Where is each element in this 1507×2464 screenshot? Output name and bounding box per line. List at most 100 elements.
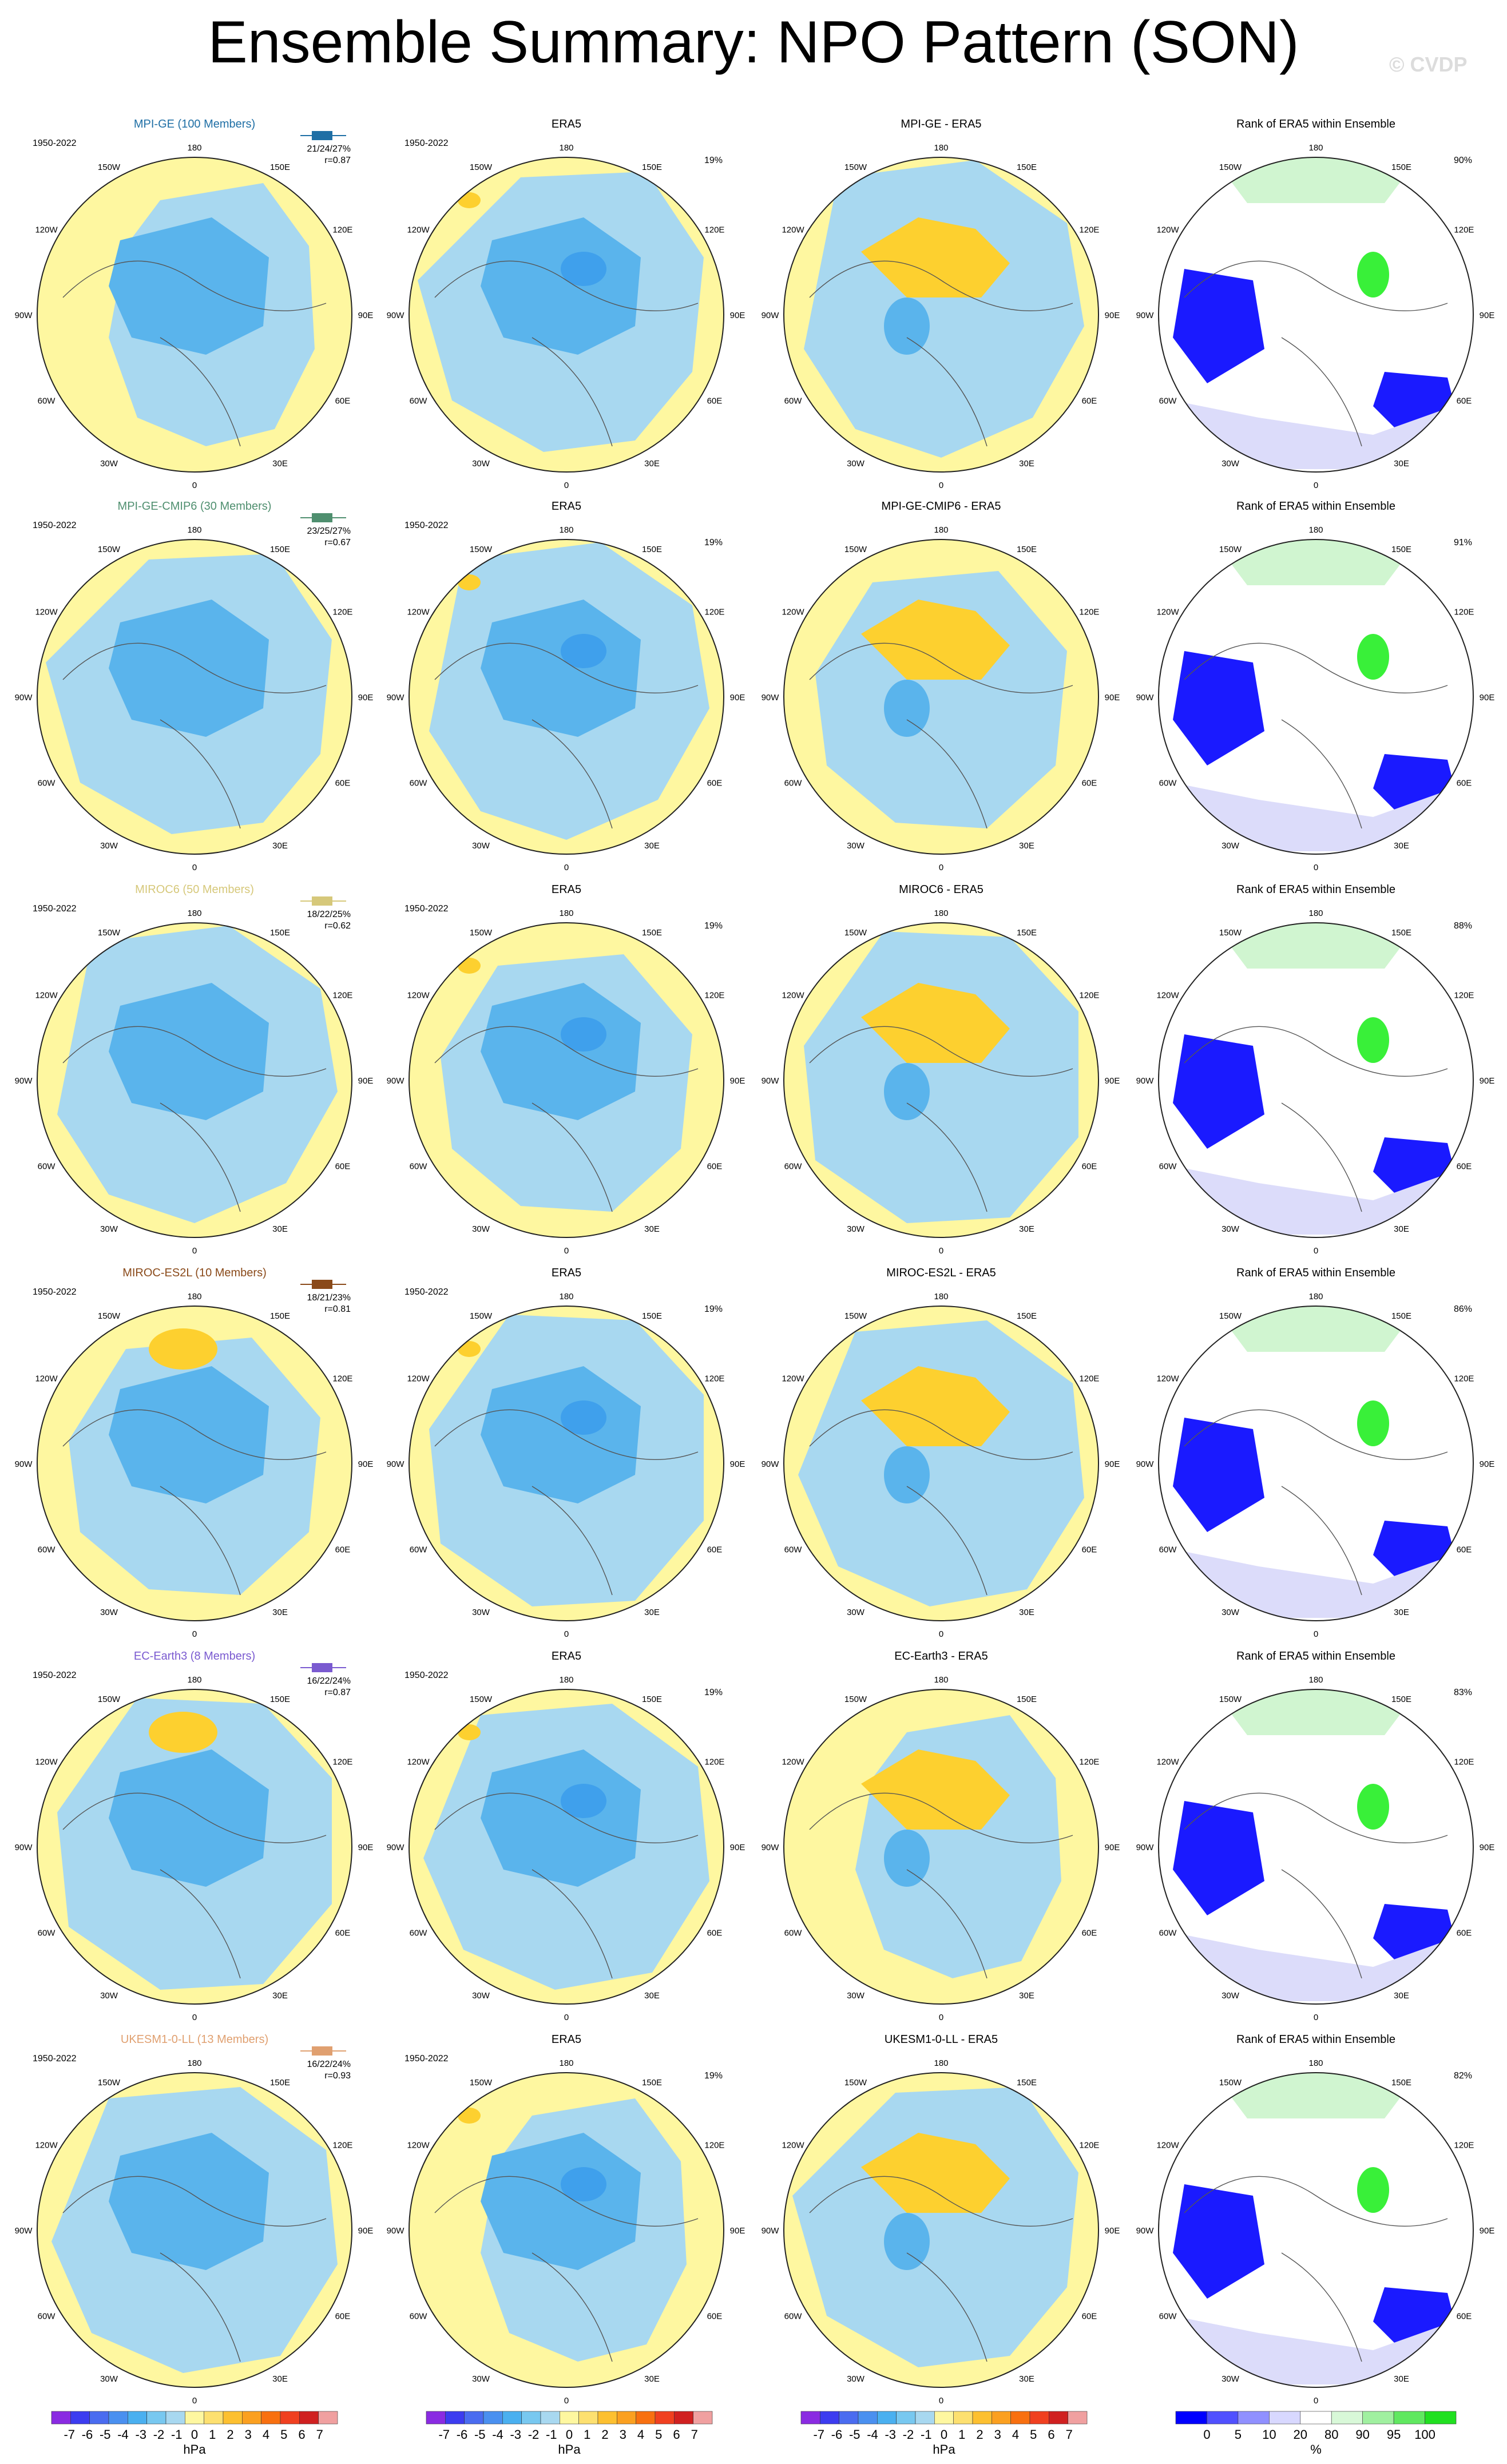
longitude-label: 180 — [934, 143, 948, 153]
colorbar-swatch — [502, 2411, 522, 2425]
longitude-label: 90E — [358, 2226, 374, 2236]
longitude-label: 90W — [15, 1459, 33, 1469]
map-border — [409, 157, 724, 473]
colorbar-tick-label: -6 — [457, 2427, 468, 2442]
ensemble-boxplot — [312, 131, 332, 140]
longitude-label: 0 — [1314, 481, 1318, 490]
pattern-correlation: r=0.67 — [324, 538, 351, 547]
colorbar-swatch — [655, 2411, 675, 2425]
strong-negative-region — [109, 600, 269, 737]
longitude-label: 90E — [1480, 1076, 1495, 1086]
longitude-label: 120W — [407, 2141, 430, 2150]
longitude-label: 150E — [1017, 2078, 1037, 2088]
longitude-label: 180 — [559, 525, 573, 535]
longitude-label: 150E — [642, 1695, 662, 1704]
colorbar-tick-label: -5 — [849, 2427, 860, 2442]
longitude-label: 120E — [1454, 225, 1474, 235]
pattern-correlation: r=0.93 — [324, 2071, 351, 2081]
figure-row: 180 150E 120E 90E 60E 30E 0 30W 60W 90W 120W 150W MP… — [15, 118, 1495, 490]
era5-variance-pct: 19% — [704, 538, 723, 547]
longitude-label: 150W — [1219, 928, 1242, 938]
longitude-label: 150W — [1219, 162, 1242, 172]
longitude-label: 0 — [192, 481, 197, 490]
longitude-label: 60E — [1457, 1162, 1472, 1172]
longitude-label: 30W — [472, 459, 490, 469]
era5-pattern-map: 180 150E 120E 90E 60E 30E 0 30W 60W 90W 120W 150W ER… — [387, 118, 745, 490]
longitude-label: 60W — [784, 779, 803, 788]
colorbar-swatch — [953, 2411, 973, 2425]
longitude-label: 120W — [782, 1757, 804, 1767]
top-rank-region — [1357, 1400, 1389, 1446]
rank-pct: 91% — [1454, 538, 1472, 547]
longitude-label: 60W — [784, 396, 803, 406]
longitude-label: 120W — [35, 2141, 58, 2150]
pattern-correlation: r=0.62 — [324, 921, 351, 931]
colorbar-swatch — [464, 2411, 484, 2425]
longitude-label: 60E — [335, 396, 351, 406]
era5-variance-pct: 19% — [704, 1304, 723, 1314]
longitude-label: 60E — [1082, 1162, 1097, 1172]
longitude-label: 60E — [1082, 396, 1097, 406]
coastline — [434, 1026, 699, 1212]
longitude-label: 120E — [1079, 608, 1099, 617]
colorbar-swatch — [896, 2411, 916, 2425]
longitude-label: 120E — [704, 608, 724, 617]
positive-anomaly-region — [149, 1328, 217, 1370]
ensemble-boxplot — [312, 896, 332, 906]
longitude-label: 180 — [187, 143, 201, 153]
rank-map: 180 150E 120E 90E 60E 30E 0 30W 60W 90W 120W 150W Ra… — [1136, 1650, 1495, 2022]
panel-title: Rank of ERA5 within Ensemble — [1236, 118, 1395, 130]
panel-title: MIROC6 (50 Members) — [135, 883, 254, 896]
longitude-label: 150E — [270, 162, 290, 172]
longitude-label: 0 — [939, 863, 943, 872]
coastline — [1184, 642, 1448, 829]
peak-negative-region — [561, 1784, 606, 1818]
longitude-label: 90W — [762, 311, 780, 320]
top-rank-region — [1357, 252, 1389, 297]
map-border — [37, 2072, 352, 2388]
colorbar-swatch — [146, 2411, 166, 2425]
colorbar-swatch — [839, 2411, 859, 2425]
longitude-label: 120E — [1454, 1374, 1474, 1384]
colorbar-swatch — [1049, 2411, 1068, 2425]
longitude-label: 30W — [847, 841, 865, 851]
panel-title: ERA5 — [552, 118, 581, 130]
coastline — [809, 642, 1073, 829]
rank-pct: 90% — [1454, 156, 1472, 165]
longitude-label: 90E — [730, 1076, 745, 1086]
longitude-label: 60E — [1457, 396, 1472, 406]
low-rank-region — [1173, 1034, 1264, 1149]
colorbar-swatch — [915, 2411, 935, 2425]
longitude-label: 60E — [335, 1545, 351, 1555]
longitude-label: 150W — [470, 2078, 493, 2088]
longitude-label: 180 — [559, 1292, 573, 1302]
longitude-label: 30E — [272, 459, 288, 469]
colorbar-tick-label: 0 — [191, 2427, 198, 2442]
panel-title: Rank of ERA5 within Ensemble — [1236, 1650, 1395, 1662]
ensemble-boxplot — [312, 1280, 332, 1289]
longitude-label: 90E — [1480, 1459, 1495, 1469]
longitude-label: 150W — [844, 545, 867, 554]
longitude-label: 30E — [272, 1224, 288, 1234]
longitude-label: 0 — [1314, 1246, 1318, 1256]
longitude-label: 90E — [730, 2226, 745, 2236]
longitude-label: 180 — [559, 908, 573, 918]
longitude-label: 0 — [1314, 2396, 1318, 2406]
coastline — [1184, 1792, 1448, 1979]
pattern-stats: 16/22/24% — [307, 2060, 351, 2069]
colorbar-tick-label: 7 — [691, 2427, 698, 2442]
colorbar-swatch — [445, 2411, 465, 2425]
difference-map: 180 150E 120E 90E 60E 30E 0 30W 60W 90W 120W 150W MI… — [762, 883, 1120, 1256]
coastline — [434, 1409, 699, 1596]
rank-map: 180 150E 120E 90E 60E 30E 0 30W 60W 90W 120W 150W Ra… — [1136, 500, 1495, 872]
longitude-label: 30W — [847, 1224, 865, 1234]
longitude-label: 30W — [1222, 1224, 1240, 1234]
colorbar-tick-label: 2 — [976, 2427, 983, 2442]
colorbar-swatch — [820, 2411, 839, 2425]
longitude-label: 90E — [730, 693, 745, 703]
longitude-label: 90W — [762, 1843, 780, 1852]
colorbar-swatch — [1238, 2411, 1270, 2425]
colorbar-swatch — [51, 2411, 71, 2425]
longitude-label: 120E — [332, 1374, 352, 1384]
longitude-label: 90E — [1480, 1843, 1495, 1852]
